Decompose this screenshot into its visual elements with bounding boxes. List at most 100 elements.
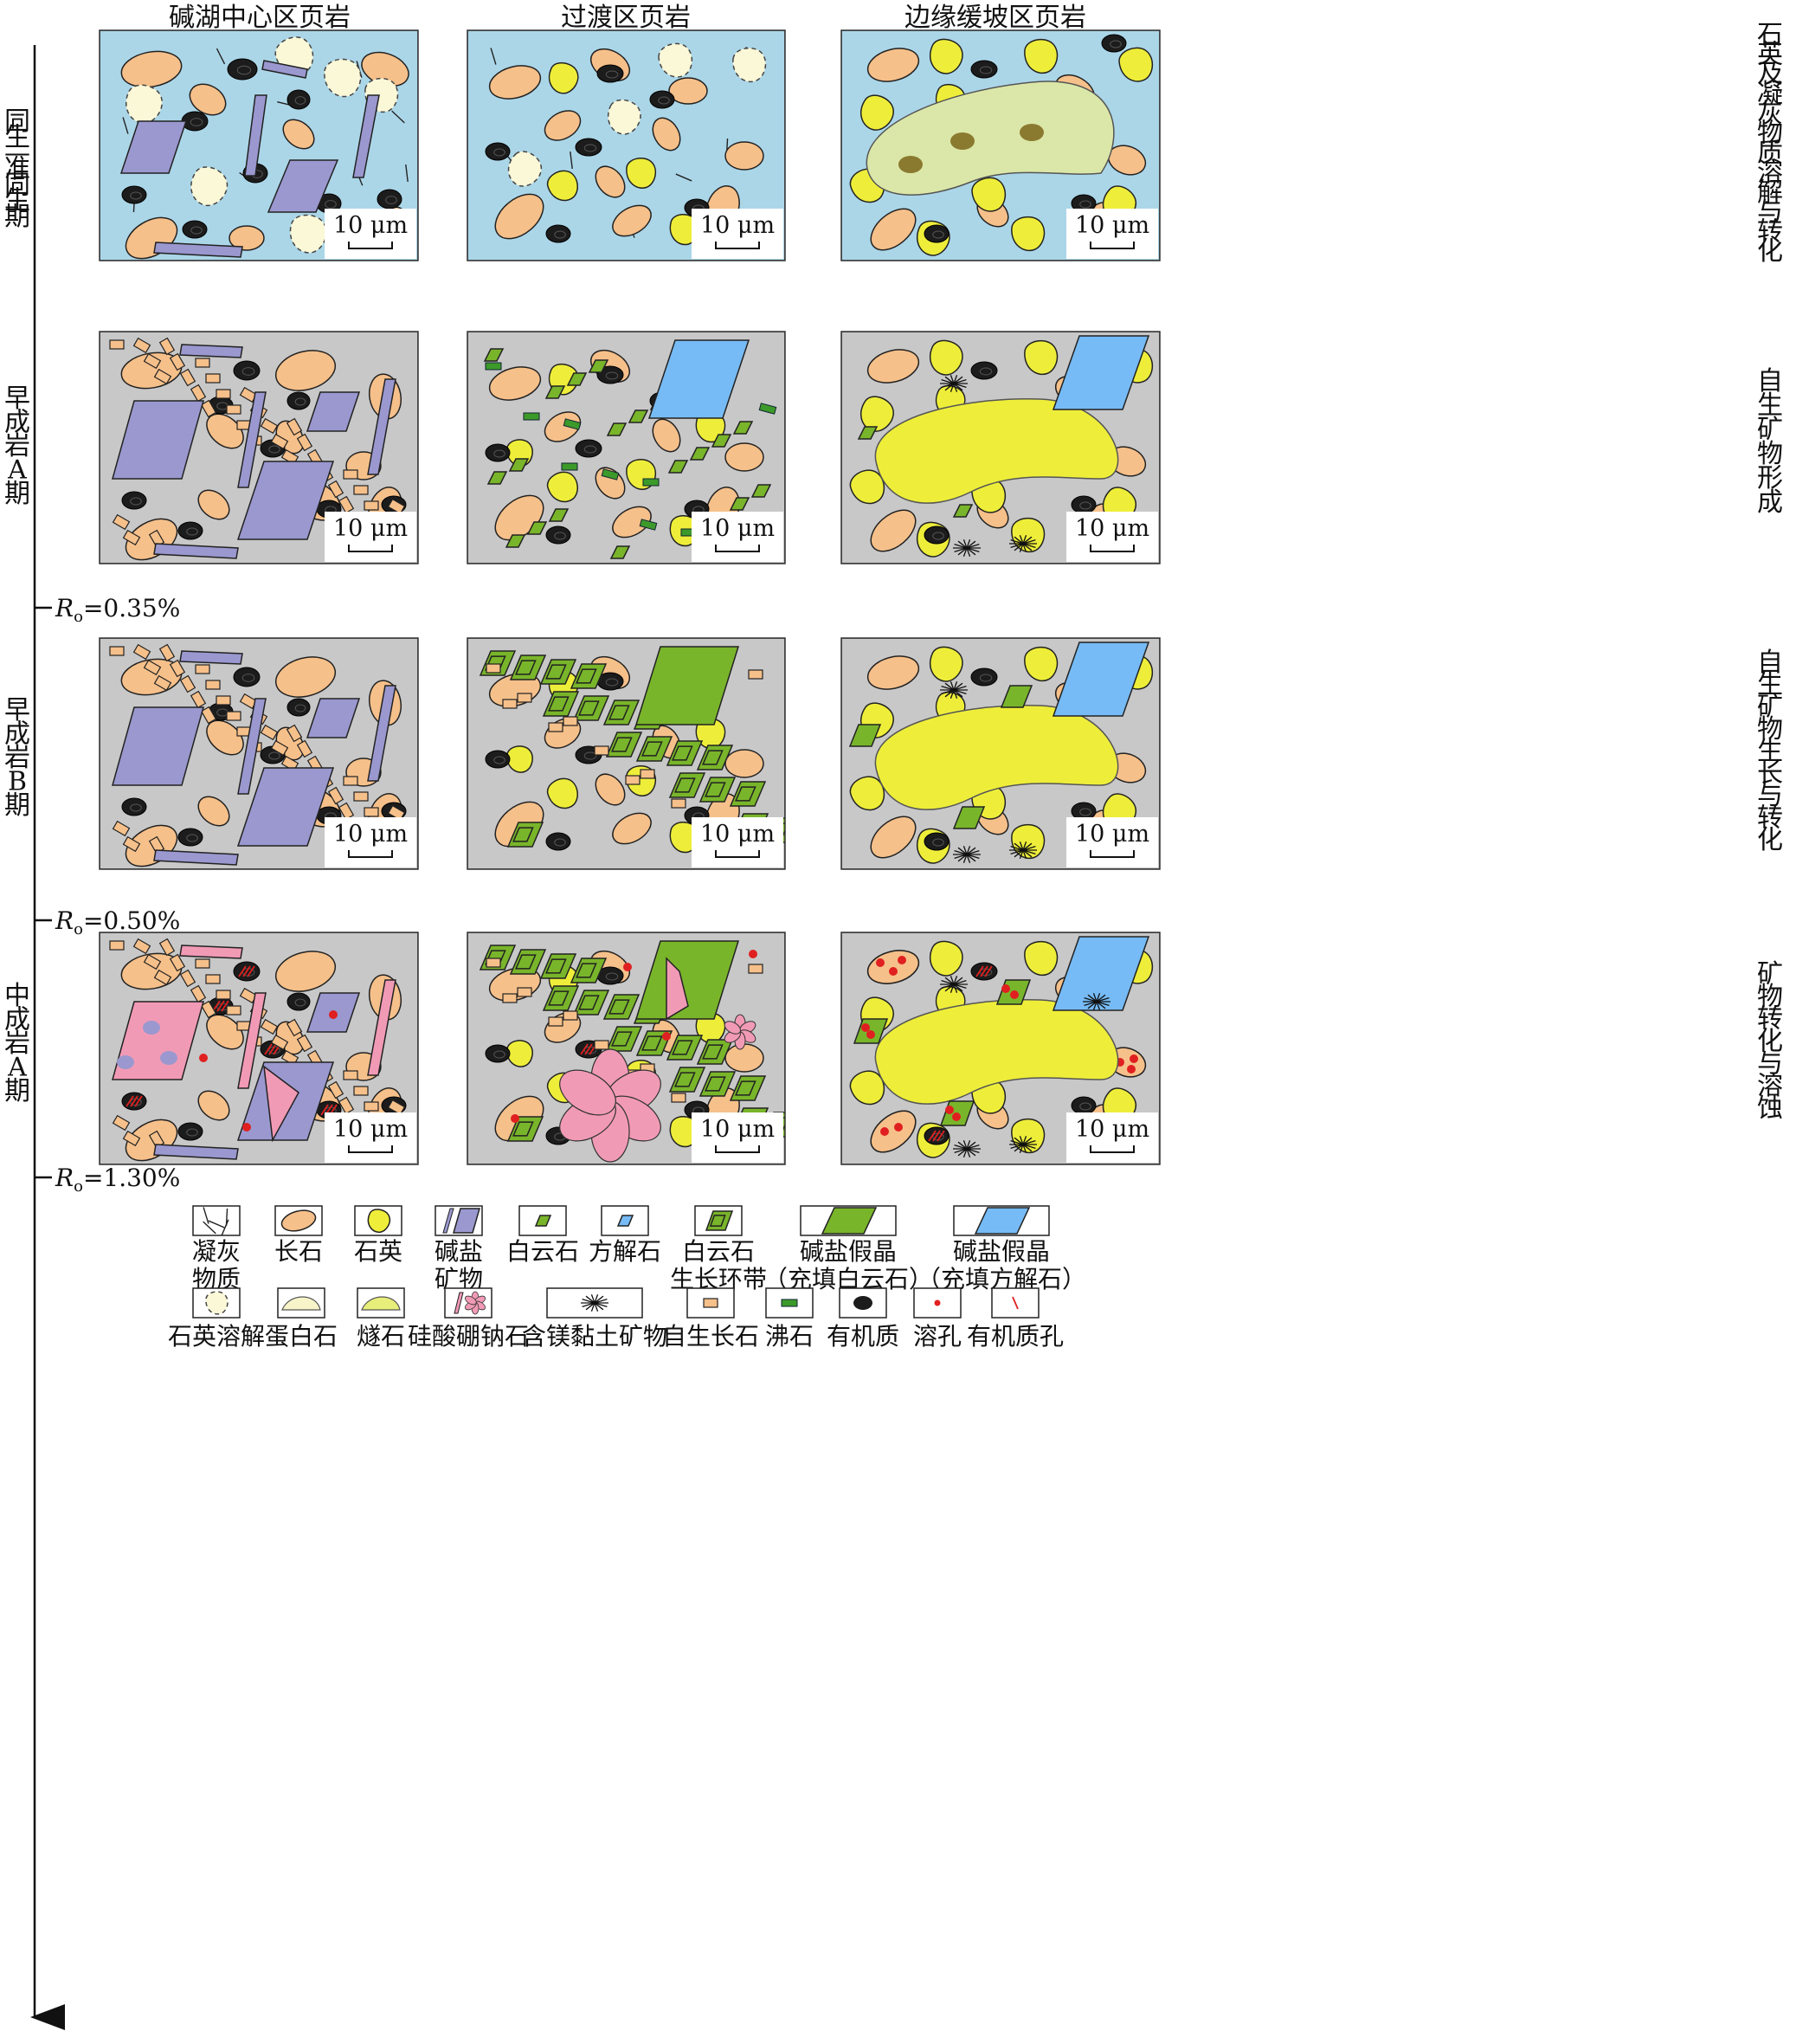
organic-matter (596, 64, 624, 83)
dolomite-zone-ring (578, 700, 600, 716)
quartz-dissolution (324, 58, 362, 98)
organic-pore (221, 1000, 229, 1012)
dolomite-crystal (729, 497, 750, 511)
alkali-salt-lath (153, 242, 243, 258)
organic-matter (182, 220, 208, 239)
authigenic-feldspar (502, 699, 518, 709)
dolomite-crystal (628, 409, 649, 423)
legend-item-row2-1: 蛋白石 (265, 1287, 338, 1351)
scale-bar-1-0: 10 μm (325, 512, 416, 562)
authigenic-feldspar (205, 680, 221, 690)
authigenic-feldspar (205, 373, 221, 384)
authigenic-feldspar (353, 1086, 369, 1096)
authigenic-feldspar (158, 337, 176, 356)
feldspar-grain (488, 366, 542, 401)
organic-matter (924, 526, 949, 545)
organic-pore (584, 1043, 593, 1055)
process-label-1: 自生矿物形成 (1757, 366, 1783, 518)
organic-pore (130, 1095, 138, 1107)
authigenic-feldspar (343, 1070, 358, 1080)
organic-matter (227, 58, 258, 81)
scale-bar-3-2: 10 μm (1066, 1112, 1158, 1163)
authigenic-feldspar (132, 337, 151, 354)
dolomite-zone-ring (674, 777, 696, 793)
legend-label: 方解石 (589, 1237, 661, 1266)
dolomite-zone-ring (548, 696, 570, 712)
dolomite-zone-ring (515, 954, 537, 970)
dissolution-pore (876, 958, 885, 967)
scale-label: 10 μm (333, 212, 408, 239)
dolomite-zone-ring (545, 958, 567, 974)
feldspar-grain (206, 413, 244, 449)
organic-matter (545, 526, 571, 545)
tuff-shard (122, 117, 129, 134)
scale-bar-0-0: 10 μm (325, 209, 416, 259)
feldspar-grain (866, 48, 920, 82)
feldspar-grain (494, 193, 544, 240)
feldspar-grain (197, 796, 230, 827)
organic-matter (485, 750, 511, 769)
feldspar-grain (870, 509, 917, 552)
feldspar-grain (189, 83, 227, 116)
panel-2-0 (99, 637, 419, 870)
mg-clay-mineral (940, 976, 968, 993)
organic-matter (485, 443, 511, 462)
scale-label: 10 μm (700, 212, 775, 239)
organic-matter (233, 667, 261, 687)
organic-pore (134, 1095, 143, 1107)
tuff-shard (570, 151, 573, 170)
authigenic-feldspar (179, 368, 196, 387)
mg-clay-mineral (953, 1140, 981, 1157)
dolomite-zone-ring (672, 745, 693, 761)
authigenic-feldspar (112, 1114, 131, 1132)
feldspar-grain (274, 350, 337, 391)
feldspar-grain (866, 655, 920, 690)
organic-pore (580, 1043, 589, 1055)
alkali-salt-lath (153, 849, 239, 866)
authigenic-feldspar (343, 776, 358, 786)
authigenic-feldspar (112, 820, 131, 837)
feldspar-grain (724, 442, 764, 472)
reedmergnerite-rosette (559, 1048, 661, 1163)
tuff-shard (208, 1220, 225, 1228)
authigenic-feldspar (195, 358, 210, 368)
feldspar-grain (612, 204, 652, 237)
feldspar-grain (544, 411, 582, 442)
tuff-shard (490, 48, 497, 65)
organic-matter (377, 189, 402, 210)
zeolite (563, 418, 582, 430)
feldspar-grain (595, 165, 626, 198)
legend-label: 石英 (354, 1237, 402, 1266)
quartz-grain (849, 776, 885, 811)
stage-label-3: 中成岩 A 期 (4, 981, 30, 1106)
dolomite-zone-ring (548, 990, 570, 1006)
organic-pore (268, 1043, 277, 1055)
dolomite-zone-ring (735, 786, 756, 802)
authigenic-feldspar (169, 659, 186, 678)
alkali-salt-crystal (267, 159, 339, 213)
feldspar-grain (488, 65, 542, 100)
authigenic-feldspar (270, 1034, 289, 1051)
quartz-dissolution (607, 99, 641, 135)
tuff-icon (192, 1205, 241, 1236)
tuff-shard (221, 1219, 229, 1236)
tuff-shard (203, 1221, 216, 1235)
feldspar-grain (870, 208, 917, 251)
calcite-crystal (616, 1215, 634, 1227)
authigenic-feldspar (153, 969, 172, 986)
feldspar-grain (724, 1043, 764, 1073)
quartz-grain (860, 94, 894, 131)
dolomite-zone-ring (702, 750, 724, 765)
quartz-dissolution (190, 166, 229, 207)
authigenic-feldspar (671, 798, 686, 809)
dissolution-pore (1001, 984, 1010, 993)
organic-matter (596, 365, 624, 384)
dissolution-pore (242, 1123, 251, 1132)
column-titles: 碱湖中心区页岩 过渡区页岩 边缘缓坡区页岩 (169, 3, 1086, 33)
authigenic-feldspar (625, 775, 641, 785)
authigenic-feldspar (216, 695, 231, 706)
chert-body (874, 705, 1119, 810)
